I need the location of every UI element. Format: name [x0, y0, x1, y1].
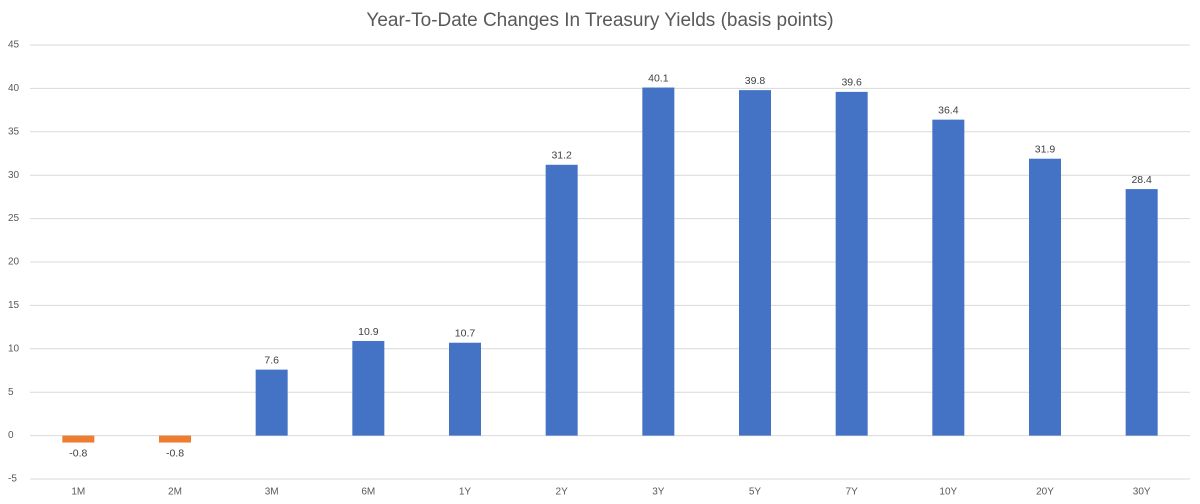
- x-tick-label: 2M: [168, 487, 182, 498]
- y-tick-label: 15: [8, 300, 20, 311]
- y-tick-label: 35: [8, 126, 20, 137]
- bar: [545, 164, 578, 436]
- x-tick-label: 6M: [361, 487, 375, 498]
- x-tick-label: 7Y: [846, 487, 859, 498]
- bar: [449, 342, 481, 436]
- x-tick-label: 3Y: [652, 487, 665, 498]
- value-label: 39.6: [841, 77, 862, 89]
- value-label: 28.4: [1131, 174, 1152, 186]
- bar: [739, 90, 771, 436]
- value-label: 31.2: [551, 150, 572, 162]
- bar: [1125, 189, 1158, 436]
- value-label: 7.6: [264, 354, 279, 366]
- y-tick-label: 45: [8, 40, 20, 51]
- bar: [159, 435, 191, 443]
- x-tick-label: 2Y: [556, 487, 569, 498]
- value-label: -0.8: [166, 447, 184, 459]
- y-tick-label: 20: [8, 257, 20, 268]
- value-label: 31.9: [1035, 143, 1056, 155]
- x-tick-label: 1M: [71, 487, 85, 498]
- bar: [932, 119, 965, 436]
- value-label: 40.1: [648, 72, 669, 84]
- y-tick-label: 5: [8, 387, 14, 398]
- value-label: 10.7: [455, 328, 476, 340]
- bar: [1029, 158, 1061, 436]
- x-tick-label: 20Y: [1036, 487, 1054, 498]
- x-tick-label: 10Y: [939, 487, 957, 498]
- y-tick-label: 25: [8, 213, 20, 224]
- x-tick-label: 30Y: [1133, 487, 1151, 498]
- y-tick-label: 40: [8, 83, 20, 94]
- chart-title: Year-To-Date Changes In Treasury Yields …: [366, 10, 833, 31]
- value-label: 36.4: [938, 104, 959, 116]
- x-tick-label: 3M: [265, 487, 279, 498]
- value-label: 39.8: [745, 75, 766, 87]
- bar: [642, 87, 675, 436]
- x-tick-label: 1Y: [459, 487, 472, 498]
- x-tick-label: 5Y: [749, 487, 762, 498]
- y-tick-label: 10: [8, 343, 20, 354]
- value-label: -0.8: [69, 447, 87, 459]
- bar: [835, 91, 868, 436]
- bar: [62, 435, 95, 443]
- y-tick-label: -5: [8, 474, 17, 485]
- y-tick-label: 30: [8, 170, 20, 181]
- bar: [255, 369, 288, 436]
- y-tick-label: 0: [8, 430, 14, 441]
- value-label: 10.9: [358, 326, 379, 338]
- bar: [352, 340, 385, 436]
